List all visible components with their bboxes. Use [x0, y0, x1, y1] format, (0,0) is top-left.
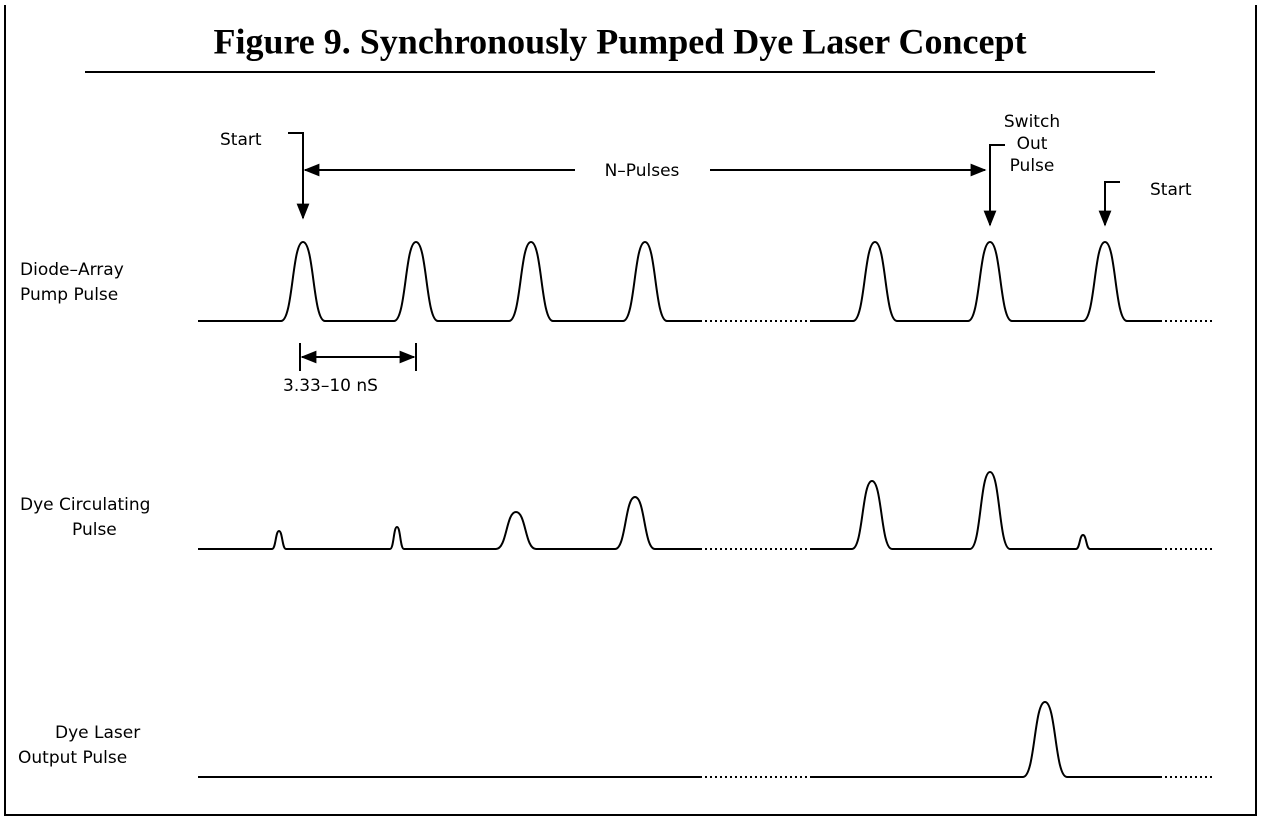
waveform	[198, 700, 1160, 778]
waveform	[198, 240, 1160, 322]
row-label: Pump Pulse	[20, 285, 118, 305]
switch-label: Switch	[1004, 112, 1060, 132]
switch-label: Pulse	[1010, 156, 1055, 176]
row-label: Pulse	[72, 520, 117, 540]
waveform	[198, 470, 1160, 550]
start-arrow	[1098, 181, 1120, 227]
n-pulses-label: N–Pulses	[605, 161, 680, 181]
switch-arrow	[983, 144, 1005, 227]
title: Figure 9. Synchronously Pumped Dye Laser…	[213, 21, 1026, 61]
frame	[4, 5, 1257, 816]
start-label: Start	[220, 130, 262, 150]
row-label: Diode–Array	[20, 260, 124, 280]
switch-label: Out	[1017, 134, 1048, 154]
period-label: 3.33–10 nS	[283, 376, 378, 396]
row-label: Dye Circulating	[20, 495, 150, 515]
start-label: Start	[1150, 180, 1192, 200]
row-label: Output Pulse	[18, 748, 127, 768]
start-arrow	[288, 132, 310, 220]
row-label: Dye Laser	[55, 723, 140, 743]
waveforms	[198, 240, 1215, 778]
